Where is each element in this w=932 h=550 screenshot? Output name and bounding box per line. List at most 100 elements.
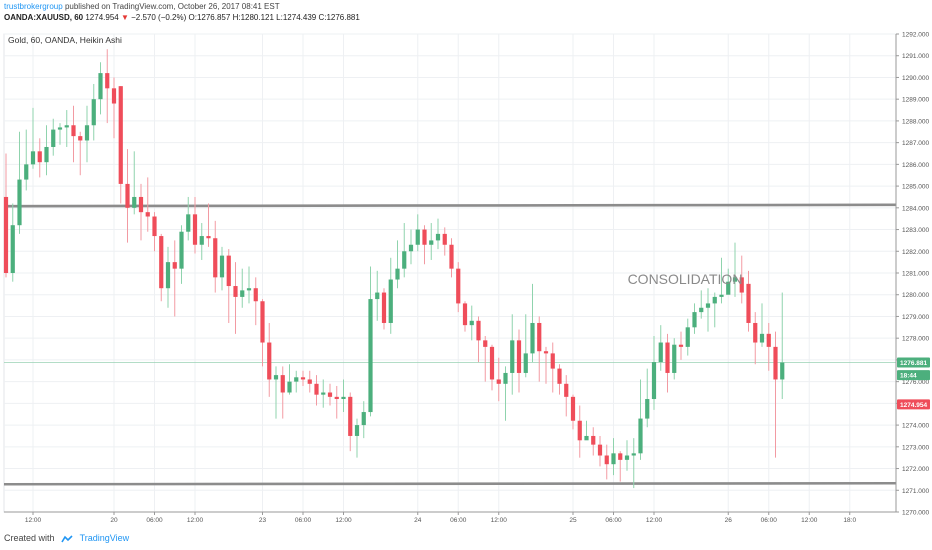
candle-body <box>726 281 731 295</box>
candle-body <box>435 233 441 241</box>
y-tick-label: 1282.000 <box>902 249 929 256</box>
y-tick-label: 1276.000 <box>902 379 929 386</box>
candle-body <box>645 399 650 419</box>
chart-header: trustbrokergroup published on TradingVie… <box>0 0 932 24</box>
candle-body <box>699 307 704 313</box>
x-tick-label: 12:00 <box>25 517 42 524</box>
candle-body <box>213 238 218 278</box>
candle-body <box>118 86 123 184</box>
y-tick-label: 1285.000 <box>902 184 929 191</box>
price-badge-label: 1276.881 <box>900 360 927 367</box>
candle-body <box>685 327 690 347</box>
candle-body <box>375 292 380 300</box>
candle-body <box>395 268 400 280</box>
x-tick-label: 26 <box>725 517 733 524</box>
candle-body <box>658 342 663 363</box>
candle-body <box>530 322 535 354</box>
tradingview-cloud-icon <box>61 535 73 543</box>
candle-body <box>165 262 171 289</box>
candle-body <box>199 236 204 245</box>
price-badge <box>897 357 930 368</box>
candle-body <box>449 244 454 269</box>
candle-body <box>78 136 83 141</box>
candle-body <box>584 435 589 441</box>
author-link[interactable]: trustbrokergroup <box>4 2 63 11</box>
x-tick-label: 25 <box>569 517 577 524</box>
price-badge-label: 1274.954 <box>900 402 927 409</box>
publish-info: trustbrokergroup published on TradingVie… <box>4 1 928 12</box>
tradingview-link[interactable]: TradingView <box>79 533 130 543</box>
candle-body <box>145 212 150 217</box>
candle-body <box>570 396 576 421</box>
candle-body <box>300 377 306 380</box>
x-tick-label: 20 <box>110 517 118 524</box>
candle-body <box>246 288 252 291</box>
support-line <box>3 481 897 486</box>
candle-body <box>233 286 238 297</box>
candle-body <box>186 214 191 232</box>
x-tick-label: 18:0 <box>843 517 856 524</box>
candle-body <box>361 412 366 426</box>
y-tick-label: 1283.000 <box>902 227 929 234</box>
candle-body <box>577 420 582 441</box>
x-tick-label: 12:00 <box>187 517 204 524</box>
chart-legend-title: Gold, 60, OANDA, Heikin Ashi <box>8 35 122 45</box>
candle-body <box>321 392 326 395</box>
candle-body <box>456 268 461 304</box>
candle-body <box>543 351 549 354</box>
candle-body <box>159 236 164 289</box>
candle-body <box>44 146 49 163</box>
candle-body <box>341 396 346 400</box>
y-tick-label: 1280.000 <box>902 292 929 299</box>
created-with-text: Created with <box>4 533 55 543</box>
candle-body <box>132 196 137 208</box>
y-tick-label: 1290.000 <box>902 75 929 82</box>
candle-body <box>327 392 333 397</box>
candle-body <box>503 372 508 384</box>
candle-body <box>415 229 420 245</box>
price-chart[interactable]: 1270.000 1271.000 1272.000 1273.000 1274.000… <box>0 24 932 526</box>
y-tick-label: 1292.000 <box>902 32 929 39</box>
candle-body <box>550 353 555 369</box>
candle-body <box>678 344 684 347</box>
resistance-line <box>3 203 897 208</box>
candle-body <box>611 453 616 465</box>
candle-body <box>408 244 414 252</box>
price-change: −2.570 (−0.2%) <box>131 13 187 22</box>
candle-body <box>469 320 474 326</box>
candle-body <box>510 340 515 373</box>
last-price: 1274.954 <box>85 13 119 22</box>
candle-body <box>348 396 353 436</box>
footer: Created with TradingView <box>0 526 932 550</box>
candle-body <box>280 375 285 393</box>
y-tick-label: 1286.000 <box>902 162 929 169</box>
candle-body <box>388 279 393 323</box>
published-text: published on TradingView.com, October 26… <box>64 2 280 11</box>
x-tick-label: 12:00 <box>491 517 508 524</box>
down-arrow-icon: ▼ <box>120 13 129 22</box>
candle-body <box>719 294 724 297</box>
candle-body <box>192 214 198 245</box>
candle-body <box>273 375 279 380</box>
level-lines <box>3 203 897 486</box>
x-tick-label: 06:00 <box>295 517 312 524</box>
candle-body <box>30 151 36 165</box>
candle-body <box>712 296 717 304</box>
y-tick-label: 1291.000 <box>902 53 929 60</box>
y-tick-label: 1287.000 <box>902 140 929 147</box>
candle-body <box>24 164 29 180</box>
candle-body <box>138 196 144 213</box>
open-value: O:1276.857 <box>188 13 231 22</box>
x-tick-label: 06:00 <box>146 517 163 524</box>
y-tick-label: 1284.000 <box>902 205 929 212</box>
chart-area[interactable]: 1270.000 1271.000 1272.000 1273.000 1274.000… <box>0 24 932 526</box>
x-tick-label: 23 <box>259 517 267 524</box>
candle-body <box>753 322 758 343</box>
candle-body <box>91 99 96 126</box>
price-badge-label: 18:44 <box>900 373 917 380</box>
candle-body <box>557 368 562 384</box>
candle-body <box>591 435 596 445</box>
candle-body <box>3 196 9 273</box>
candle-body <box>219 255 225 278</box>
price-badge <box>897 370 930 381</box>
